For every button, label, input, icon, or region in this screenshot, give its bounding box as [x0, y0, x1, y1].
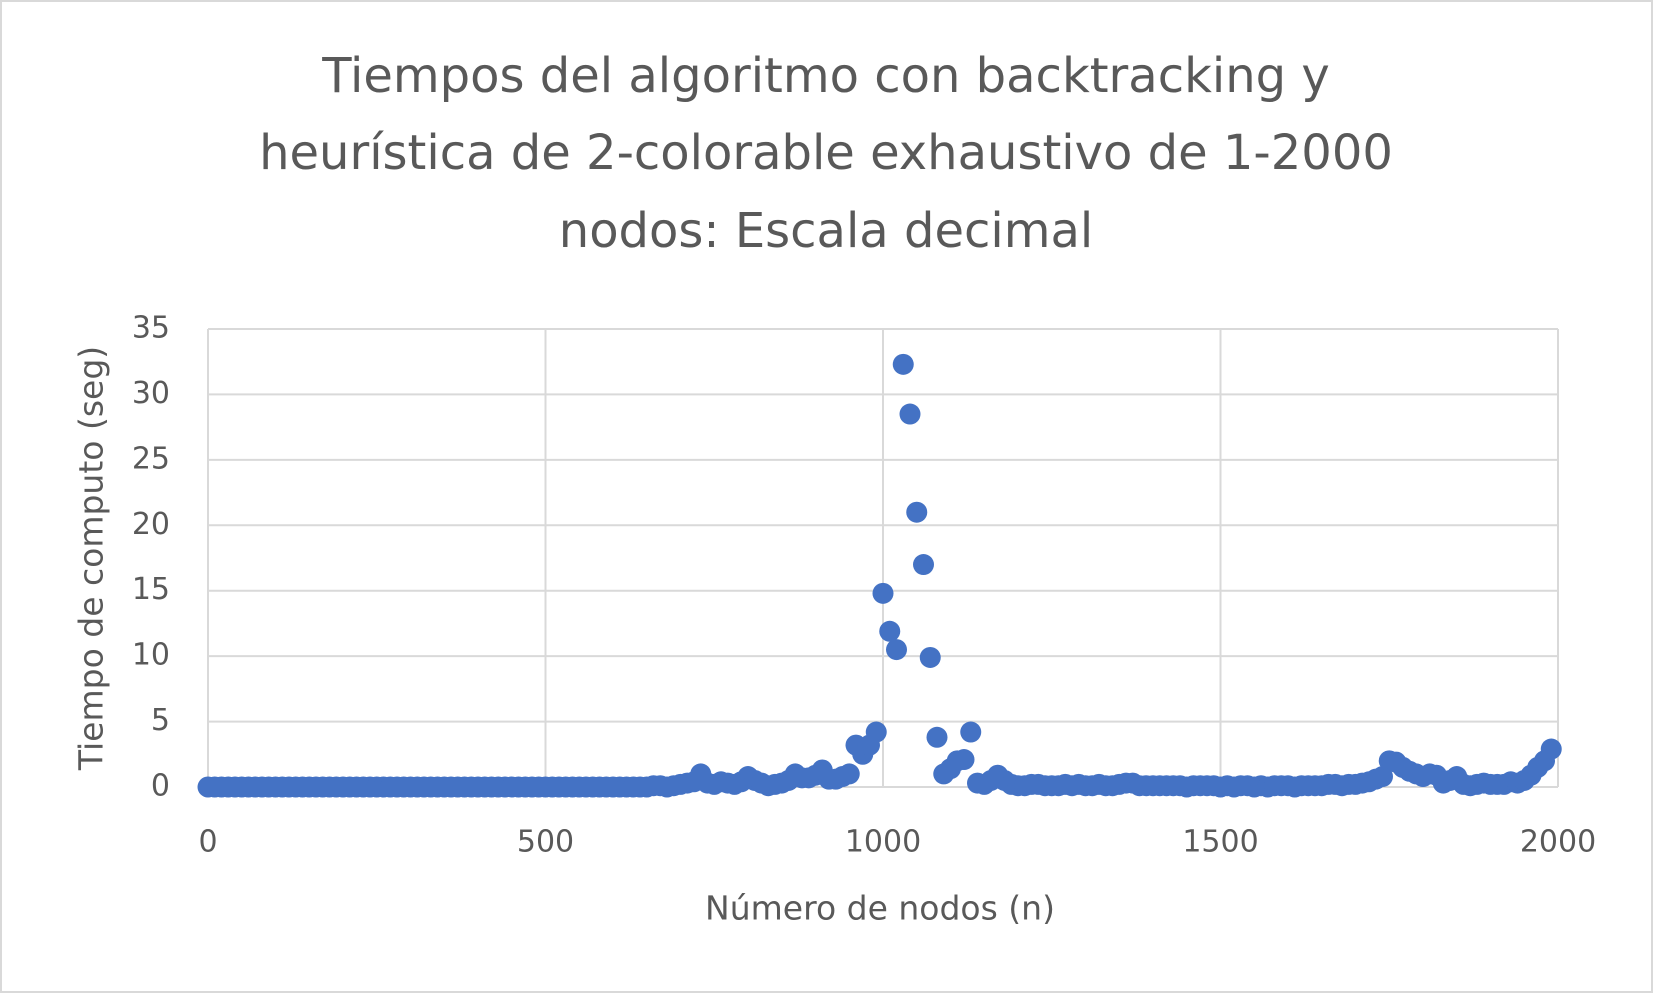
y-tick-label: 10 — [132, 638, 170, 673]
point — [872, 582, 894, 604]
point — [865, 721, 887, 743]
x-tick-label: 500 — [517, 825, 574, 860]
point — [1540, 738, 1562, 760]
y-tick-label: 30 — [132, 376, 170, 411]
point — [960, 721, 982, 743]
chart-title: heurística de 2-colorable exhaustivo de … — [259, 125, 1393, 181]
x-tick-label: 0 — [198, 825, 217, 860]
y-axis-label: Tiempo de computo (seg) — [72, 346, 111, 771]
y-tick-label: 0 — [151, 769, 170, 804]
x-tick-label: 1000 — [845, 825, 921, 860]
chart-title: nodos: Escala decimal — [559, 203, 1093, 259]
point — [892, 353, 914, 375]
point — [906, 501, 928, 523]
y-tick-label: 5 — [151, 703, 170, 738]
y-tick-label: 25 — [132, 441, 170, 476]
point — [913, 554, 934, 576]
point — [838, 763, 860, 785]
y-tick-label: 15 — [132, 572, 170, 607]
point — [886, 639, 907, 661]
chart-title: Tiempos del algoritmo con backtracking y — [321, 48, 1330, 104]
x-tick-label: 2000 — [1520, 825, 1596, 860]
y-tick-label: 35 — [132, 311, 170, 346]
point — [1372, 766, 1393, 788]
point — [879, 620, 901, 642]
x-tick-label: 1500 — [1182, 825, 1258, 860]
point — [919, 646, 941, 668]
point — [899, 403, 921, 425]
point — [926, 726, 948, 748]
point — [953, 749, 975, 771]
y-tick-label: 20 — [132, 507, 170, 542]
x-axis-label: Número de nodos (n) — [705, 889, 1055, 928]
